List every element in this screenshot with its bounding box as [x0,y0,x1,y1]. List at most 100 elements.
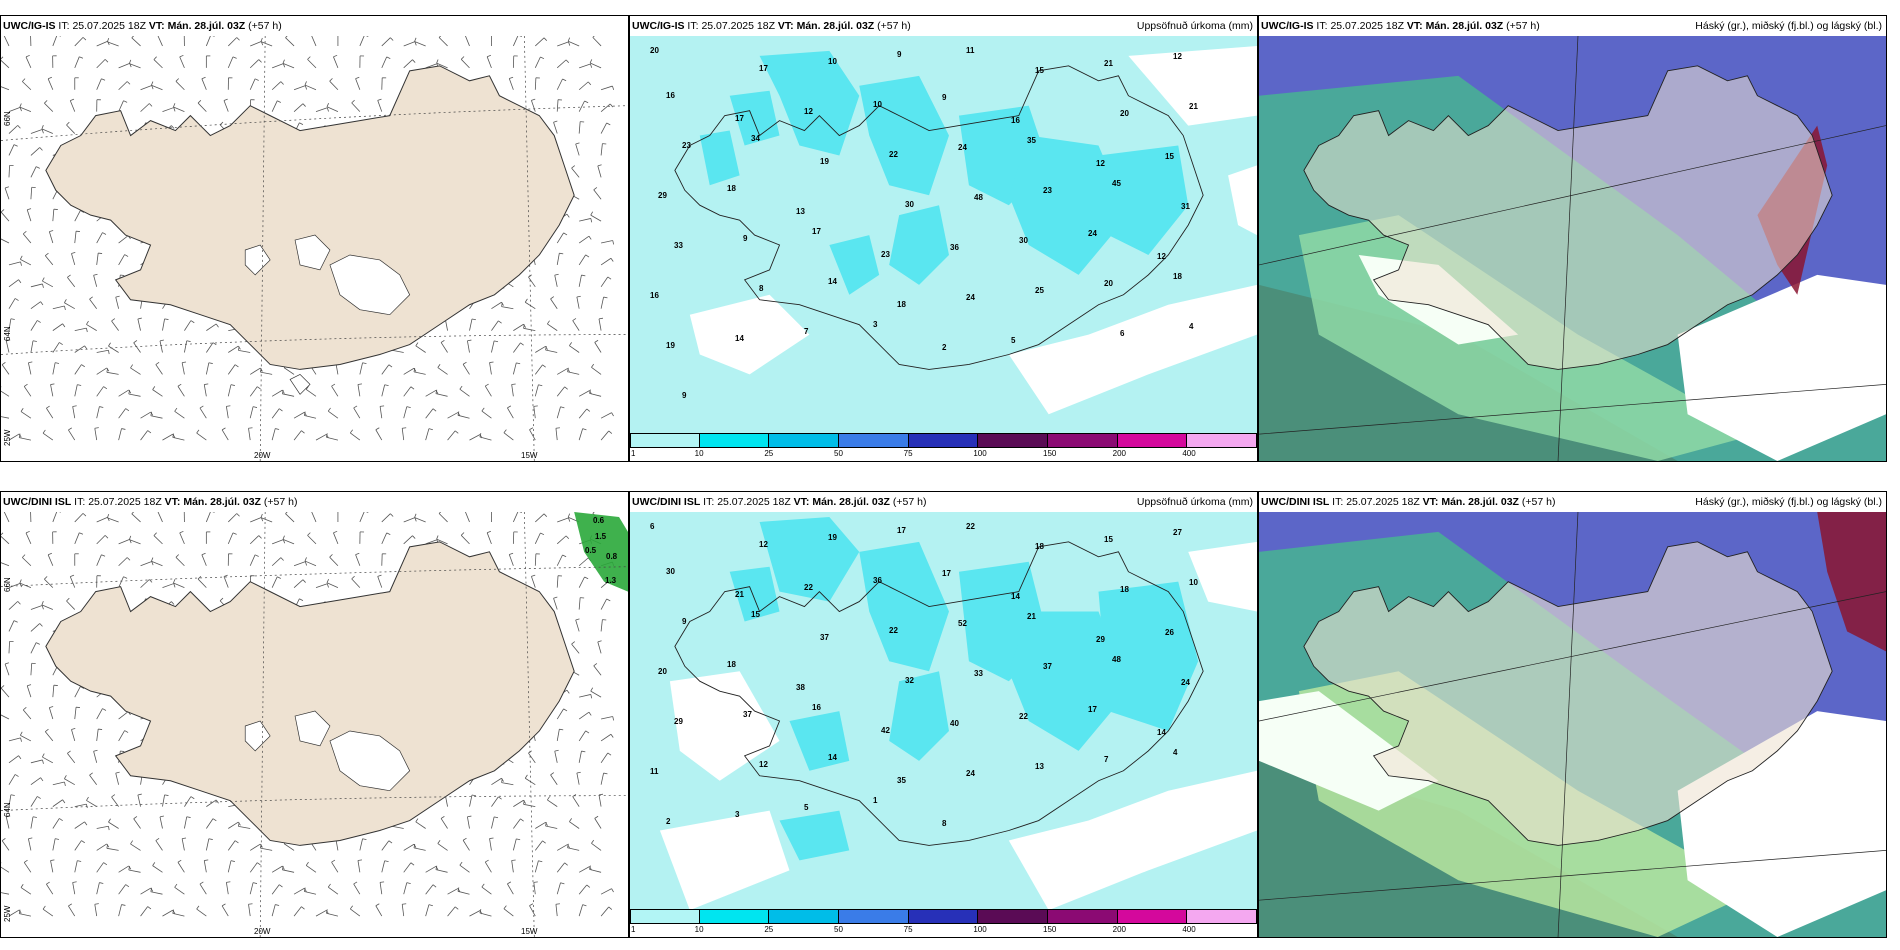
colorbar: 1 10 25 50 75 100 150 200 400 [630,433,1257,461]
precip-value-label: 20 [650,46,659,55]
precip-value-label: 22 [966,522,975,531]
panel-wind-ig-is: UWC/IG-IS IT: 25.07.2025 18Z VT: Mán. 28… [0,15,629,462]
precip-value-label: 21 [1027,612,1036,621]
precip-value-label: 8 [942,819,947,828]
colorbar-segment [699,909,770,924]
colorbar-label: 400 [1182,925,1196,934]
colorbar-frame [630,909,1257,924]
colorbar-segment [839,909,909,924]
colorbar-label: 1 [631,449,636,458]
precip-value-label: 15 [1165,152,1174,161]
precip-value-label: 19 [820,157,829,166]
colorbar-label: 200 [1112,449,1127,458]
precip-value-label: 12 [759,540,768,549]
colorbar-segment [839,433,909,448]
precip-value-label: 4 [1189,322,1194,331]
precip-value-label: 22 [804,583,813,592]
precip-value-label: 24 [1181,678,1190,687]
precip-value-label: 19 [666,341,675,350]
precip-value-label: 36 [873,576,882,585]
precip-value-label: 38 [796,683,805,692]
precip-value-label: 29 [658,191,667,200]
panel-clouds-dini: UWC/DINI ISL IT: 25.07.2025 18Z VT: Mán.… [1258,491,1887,938]
precip-value-label: 14 [735,334,744,343]
colorbar-label: 25 [764,449,774,458]
precip-value-label: 24 [1088,229,1097,238]
lon-label-20w: 20W [254,927,271,936]
precip-value-label: 48 [974,193,983,202]
precip-value-label: 33 [974,669,983,678]
precip-value-label: 11 [966,46,975,55]
colorbar-frame [630,433,1257,448]
precip-value-label: 35 [897,776,906,785]
colorbar-segment [630,433,700,448]
precip-value-label: 5 [1011,336,1016,345]
precip-value-label: 12 [1157,252,1166,261]
precip-value-label: 9 [743,234,748,243]
panel-precip-ig-is: UWC/IG-IS IT: 25.07.2025 18Z VT: Mán. 28… [629,15,1258,462]
lat-label-66n: 66N [3,577,12,592]
precip-value-label: 26 [1165,628,1174,637]
precip-value-label: 6 [650,522,655,531]
precip-value-label: 4 [1173,748,1178,757]
precip-value-label: 45 [1112,179,1121,188]
colorbar-segment [908,909,979,924]
precip-value-label: 22 [889,626,898,635]
precip-value-label: 21 [1104,59,1113,68]
panel-header: UWC/IG-IS IT: 25.07.2025 18Z VT: Mán. 28… [1,16,628,36]
colorbar-segment [769,909,839,924]
precip-value-label: 20 [1104,279,1113,288]
precip-value-label: 30 [1019,236,1028,245]
precip-value-label: 3 [873,320,878,329]
lon-label-20w: 20W [254,451,271,460]
precip-value-label: 19 [828,533,837,542]
lon-label-15w: 15W [521,927,538,936]
precip-value-label: 17 [735,114,744,123]
precip-value-label: 18 [1173,272,1182,281]
colorbar-segment [699,433,770,448]
precip-value-label: 22 [1019,712,1028,721]
wind-map [1,512,628,937]
colorbar-label: 1 [631,925,636,934]
cloud-map [1259,36,1886,461]
colorbar-label: 50 [834,925,843,934]
colorbar-label: 100 [973,925,987,934]
precip-value-label: 13 [796,207,805,216]
precip-value-label: 14 [1157,728,1166,737]
precip-value-label: 18 [727,184,736,193]
panel-header: UWC/IG-IS IT: 25.07.2025 18Z VT: Mán. 28… [1259,16,1886,36]
panel-header: UWC/DINI ISL IT: 25.07.2025 18Z VT: Mán.… [630,492,1257,512]
panel-field-title: Uppsöfnuð úrkoma (mm) [1136,20,1253,32]
precip-value-label: 52 [958,619,967,628]
colorbar-label: 75 [903,925,913,934]
precip-value-label: 23 [682,141,691,150]
colorbar-segment [978,433,1048,448]
precip-value-label: 16 [650,291,659,300]
precip-value-label: 25 [1035,286,1044,295]
precip-value-label: 21 [735,590,744,599]
precip-value-label: 20 [658,667,667,676]
precip-value-label: 9 [942,93,947,102]
precip-value-label: 7 [1104,755,1109,764]
wind-map [1,36,628,461]
precip-value-label: 29 [1096,635,1105,644]
lat-label-25w: 25W [3,905,12,922]
precip-value-label: 12 [759,760,768,769]
precip-value-label: 23 [1043,186,1052,195]
precip-value-label: 9 [897,50,902,59]
lon-label-15w: 15W [521,451,538,460]
colorbar-label: 150 [1043,925,1057,934]
precip-value-label: 35 [1027,136,1036,145]
precip-value-label: 10 [873,100,882,109]
precip-value-label: 37 [820,633,829,642]
precip-value-label: 10 [828,57,837,66]
green-label: 0.8 [606,552,618,561]
precip-value-label: 18 [727,660,736,669]
colorbar-segment [1117,433,1188,448]
precip-value-label: 32 [905,676,914,685]
precip-value-label: 16 [1011,116,1020,125]
precip-value-label: 17 [942,569,951,578]
precip-value-label: 30 [666,567,675,576]
green-label: 1.3 [605,576,617,585]
precip-value-label: 17 [812,227,821,236]
